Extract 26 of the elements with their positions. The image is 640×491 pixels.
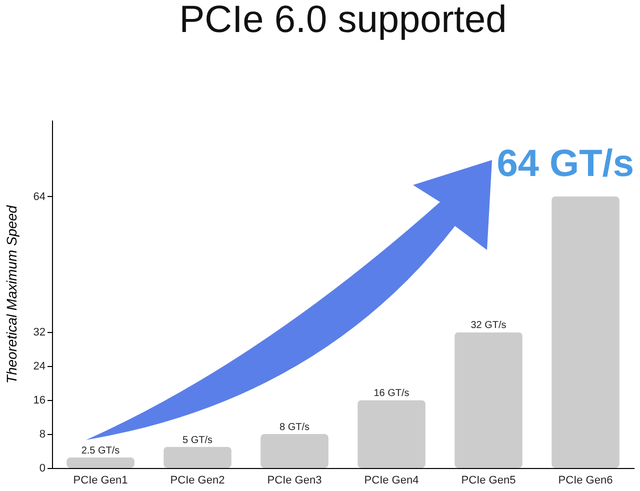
chart-title: PCIe 6.0 supported <box>179 0 507 41</box>
x-tick-label: PCIe Gen4 <box>364 474 419 486</box>
bar <box>260 434 328 468</box>
x-tick-label: PCIe Gen6 <box>558 474 613 486</box>
data-label: 2.5 GT/s <box>81 445 120 456</box>
data-label: 5 GT/s <box>182 434 213 446</box>
annotation: 64 GT/s <box>496 143 634 185</box>
x-tick-label: PCIe Gen2 <box>170 474 225 486</box>
bar <box>164 446 232 468</box>
bar <box>454 332 522 468</box>
y-tick-label: 16 <box>33 394 46 407</box>
data-label: 16 GT/s <box>374 388 410 400</box>
y-tick-label: 8 <box>39 428 46 441</box>
x-tick-label: PCIe Gen3 <box>267 474 322 486</box>
bar <box>358 400 426 468</box>
data-label: 8 GT/s <box>279 422 310 434</box>
y-tick-label: 32 <box>33 326 46 339</box>
bar <box>552 196 620 468</box>
data-label: 32 GT/s <box>470 320 506 332</box>
bar <box>66 457 134 468</box>
y-axis-title: Theoretical Maximum Speed <box>3 204 20 384</box>
x-tick-label: PCIe Gen5 <box>461 474 516 486</box>
y-tick-label: 24 <box>33 360 46 373</box>
y-tick-label: 64 <box>33 190 46 203</box>
y-tick-label: 0 <box>39 462 46 474</box>
x-tick-label: PCIe Gen1 <box>73 474 128 486</box>
